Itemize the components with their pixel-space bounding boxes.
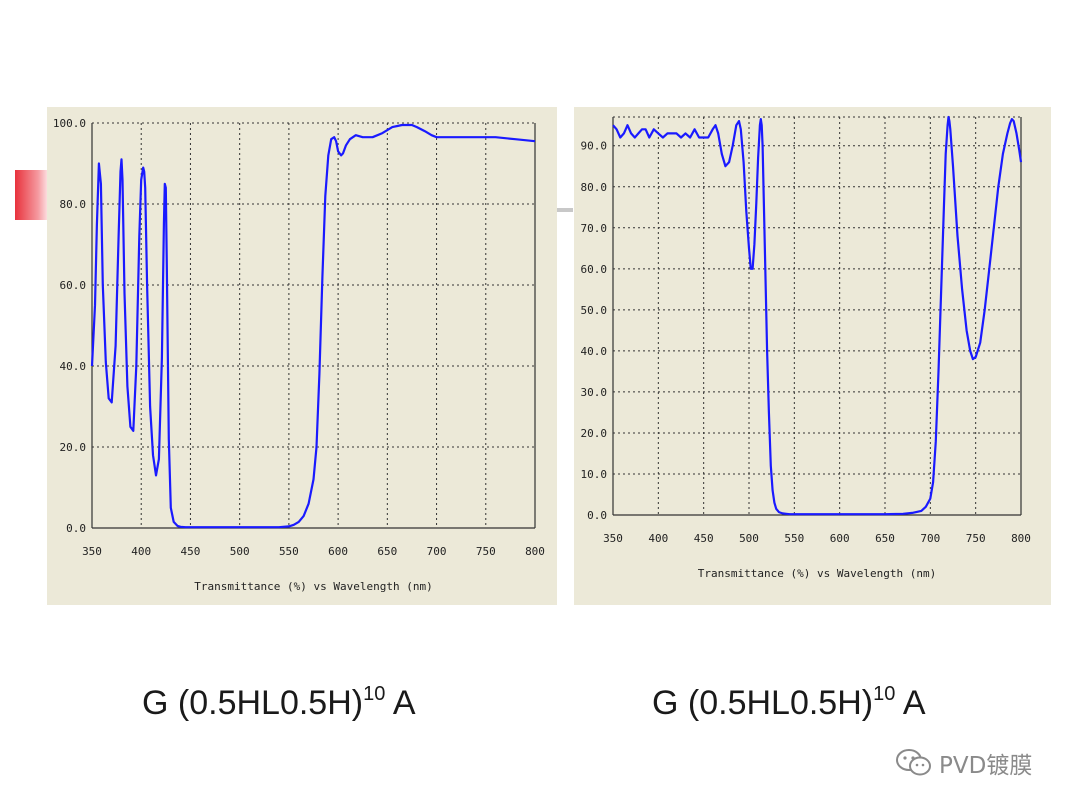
- x-tick-label: 750: [476, 545, 496, 558]
- caption-right: G (0.5HL0.5H)10 A: [652, 683, 926, 723]
- x-tick-label: 650: [875, 532, 895, 545]
- y-tick-label: 60.0: [60, 279, 87, 292]
- x-tick-label: 600: [328, 545, 348, 558]
- x-tick-label: 800: [1011, 532, 1031, 545]
- watermark-text: PVD镀膜: [939, 753, 1033, 779]
- y-tick-label: 80.0: [60, 198, 87, 211]
- chart-left-series-line: [90, 123, 536, 529]
- x-tick-label: 400: [648, 532, 668, 545]
- transmittance-chart-right: 0.0 10.0 20.0 30.0 40.0 50.0 60.0 70.0 80.0 90.0 …: [574, 107, 1051, 605]
- chart-right-svg: 0.010.020.030.040.050.060.070.080.090.0 …: [581, 115, 1031, 580]
- y-tick-label: 0.0: [66, 522, 86, 535]
- wechat-icon: [896, 749, 931, 776]
- chart-right-y-ticks: 0.0 10.0 20.0 30.0 40.0 50.0 60.0 70.0 80.0 90.0: [581, 140, 608, 522]
- chart-right-x-axis-label: Transmittance (%) vs Wavelength (nm): [698, 567, 936, 580]
- x-tick-label: 450: [694, 532, 714, 545]
- x-tick-label: 700: [920, 532, 940, 545]
- y-tick-label: 100.0: [53, 117, 86, 130]
- y-tick-label: 40.0: [581, 345, 608, 358]
- y-tick-label: 20.0: [581, 427, 608, 440]
- caption-right-formula: G (0.5HL0.5H): [652, 684, 874, 722]
- x-tick-label: 750: [966, 532, 986, 545]
- watermark: PVD镀膜: [895, 748, 1033, 779]
- y-tick-label: 30.0: [581, 386, 608, 399]
- x-tick-label: 650: [377, 545, 397, 558]
- y-tick-label: 90.0: [581, 140, 608, 153]
- x-tick-label: 450: [181, 545, 201, 558]
- caption-left: G (0.5HL0.5H)10 A: [142, 683, 416, 723]
- x-tick-label: 350: [82, 545, 102, 558]
- caption-left-exponent: 10: [363, 683, 386, 705]
- y-tick-label: 80.0: [581, 181, 608, 194]
- transmittance-chart-left: 0.0 20.0 40.0 60.0 80.0 100.0 350 400 450 500 550…: [47, 107, 557, 605]
- x-tick-label: 600: [830, 532, 850, 545]
- y-tick-label: 40.0: [60, 360, 87, 373]
- decorative-gray-dash: [557, 208, 573, 212]
- x-tick-label: 500: [739, 532, 759, 545]
- chart-left-x-axis-label: Transmittance (%) vs Wavelength (nm): [194, 580, 432, 593]
- y-tick-label: 0.0: [587, 509, 607, 522]
- chart-left-y-ticks: 0.0 20.0 40.0 60.0 80.0 100.0: [53, 117, 86, 535]
- chart-right-grid: [612, 116, 1022, 516]
- chart-left-x-ticks: 350 400 450 500 550 600 650 700 750 800: [82, 545, 545, 558]
- caption-right-suffix: A: [895, 684, 926, 722]
- x-tick-label: 550: [279, 545, 299, 558]
- caption-left-suffix: A: [385, 684, 416, 722]
- x-tick-label: 500: [230, 545, 250, 558]
- decorative-red-bar: [15, 170, 48, 220]
- chart-right-x-ticks: 350 400 450 500 550 600 650 700 750 800: [603, 532, 1031, 545]
- y-tick-label: 60.0: [581, 263, 608, 276]
- x-tick-label: 550: [784, 532, 804, 545]
- y-tick-label: 10.0: [581, 468, 608, 481]
- caption-right-exponent: 10: [873, 683, 896, 705]
- x-tick-label: 700: [427, 545, 447, 558]
- y-tick-label: 50.0: [581, 304, 608, 317]
- x-tick-label: 800: [525, 545, 545, 558]
- x-tick-label: 350: [603, 532, 623, 545]
- caption-left-formula: G (0.5HL0.5H): [142, 684, 364, 722]
- chart-left-svg: 0.0 20.0 40.0 60.0 80.0 100.0 350 400 450 500 550…: [53, 117, 545, 593]
- chart-right-series-line: [612, 115, 1023, 516]
- y-tick-label: 70.0: [581, 222, 608, 235]
- chart-left-grid: [91, 122, 536, 529]
- y-tick-label: 20.0: [60, 441, 87, 454]
- x-tick-label: 400: [131, 545, 151, 558]
